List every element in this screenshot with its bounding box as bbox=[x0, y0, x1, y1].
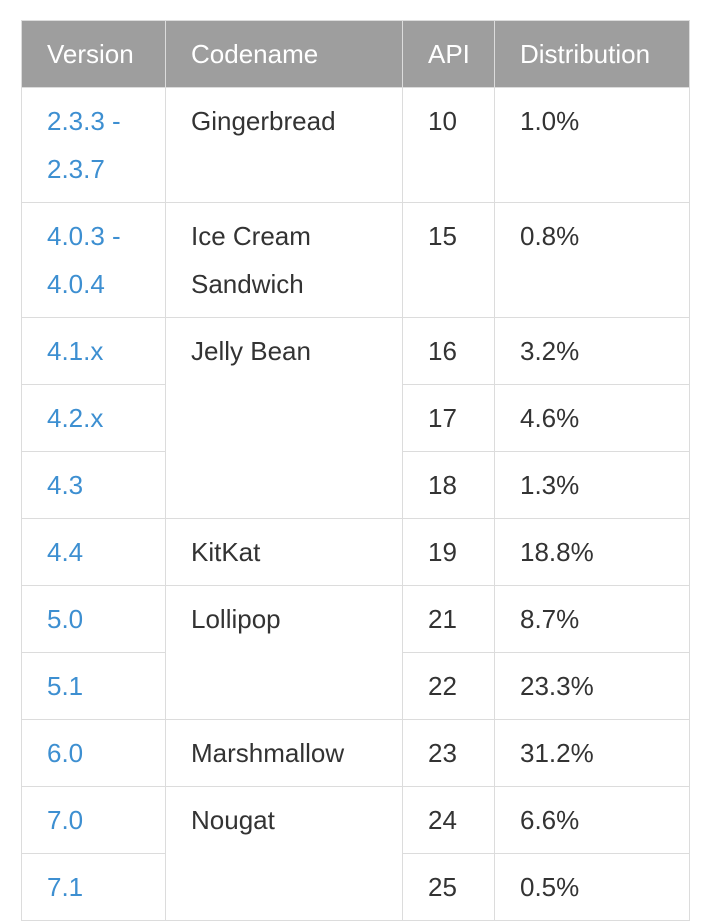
api-cell: 24 bbox=[402, 786, 495, 854]
version-link[interactable]: 4.2.x bbox=[21, 384, 166, 452]
distribution-cell: 3.2% bbox=[494, 317, 690, 385]
distribution-cell: 23.3% bbox=[494, 652, 690, 720]
android-distribution-table: Version Codename API Distribution 2.3.3 … bbox=[21, 20, 690, 921]
distribution-cell: 18.8% bbox=[494, 518, 690, 586]
table-row: 5.0 Lollipop 21 8.7% bbox=[21, 585, 690, 720]
version-link[interactable]: 7.1 bbox=[21, 853, 166, 921]
table-row: 7.0 Nougat 24 6.6% bbox=[21, 786, 690, 921]
column-header-codename: Codename bbox=[165, 20, 403, 88]
table-row: 7.1 25 0.5% bbox=[21, 853, 690, 921]
version-link[interactable]: 7.0 bbox=[21, 786, 166, 854]
codename-line: Lollipop bbox=[191, 604, 281, 634]
api-cell: 25 bbox=[402, 853, 495, 921]
version-link[interactable]: 4.1.x bbox=[21, 317, 166, 385]
codename-cell: Lollipop bbox=[165, 585, 403, 720]
version-line: 2.3.7 bbox=[47, 154, 105, 184]
api-cell: 19 bbox=[402, 518, 495, 586]
distribution-cell: 1.0% bbox=[494, 87, 690, 203]
header-row: Version Codename API Distribution bbox=[21, 20, 690, 88]
distribution-cell: 0.8% bbox=[494, 202, 690, 318]
codename-line: Gingerbread bbox=[191, 106, 336, 136]
table-row: 4.2.x 17 4.6% bbox=[21, 384, 690, 452]
api-cell: 15 bbox=[402, 202, 495, 318]
table-row: 2.3.3 - 2.3.7 Gingerbread 10 1.0% bbox=[21, 87, 690, 203]
distribution-cell: 31.2% bbox=[494, 719, 690, 787]
distribution-cell: 6.6% bbox=[494, 786, 690, 854]
table-row: 4.0.3 - 4.0.4 Ice Cream Sandwich 15 0.8% bbox=[21, 202, 690, 318]
column-header-version: Version bbox=[21, 20, 166, 88]
version-link[interactable]: 4.0.3 - 4.0.4 bbox=[21, 202, 166, 318]
version-link[interactable]: 4.3 bbox=[21, 451, 166, 519]
distribution-cell: 8.7% bbox=[494, 585, 690, 653]
codename-cell: Jelly Bean bbox=[165, 317, 403, 519]
api-cell: 10 bbox=[402, 87, 495, 203]
codename-cell: Ice Cream Sandwich bbox=[165, 202, 403, 318]
version-line: 4.0.3 - bbox=[47, 221, 121, 251]
version-link[interactable]: 5.1 bbox=[21, 652, 166, 720]
column-header-distribution: Distribution bbox=[494, 20, 690, 88]
api-cell: 22 bbox=[402, 652, 495, 720]
distribution-cell: 0.5% bbox=[494, 853, 690, 921]
column-header-api: API bbox=[402, 20, 495, 88]
table-row: 6.0 Marshmallow 23 31.2% bbox=[21, 719, 690, 787]
api-cell: 21 bbox=[402, 585, 495, 653]
version-link[interactable]: 6.0 bbox=[21, 719, 166, 787]
distribution-cell: 1.3% bbox=[494, 451, 690, 519]
codename-line: Sandwich bbox=[191, 269, 304, 299]
api-cell: 18 bbox=[402, 451, 495, 519]
version-link[interactable]: 5.0 bbox=[21, 585, 166, 653]
version-line: 2.3.3 - bbox=[47, 106, 121, 136]
codename-line: KitKat bbox=[191, 537, 261, 567]
version-line: 4.0.4 bbox=[47, 269, 105, 299]
codename-cell: Marshmallow bbox=[165, 719, 403, 787]
version-link[interactable]: 2.3.3 - 2.3.7 bbox=[21, 87, 166, 203]
codename-cell: Nougat bbox=[165, 786, 403, 921]
version-link[interactable]: 4.4 bbox=[21, 518, 166, 586]
api-cell: 17 bbox=[402, 384, 495, 452]
table-row: 4.4 KitKat 19 18.8% bbox=[21, 518, 690, 586]
codename-line: Ice Cream bbox=[191, 221, 311, 251]
codename-cell: Gingerbread bbox=[165, 87, 403, 203]
codename-cell: KitKat bbox=[165, 518, 403, 586]
codename-line: Nougat bbox=[191, 805, 275, 835]
api-cell: 23 bbox=[402, 719, 495, 787]
codename-line: Jelly Bean bbox=[191, 336, 311, 366]
table-row: 4.1.x Jelly Bean 16 3.2% bbox=[21, 317, 690, 519]
api-cell: 16 bbox=[402, 317, 495, 385]
distribution-cell: 4.6% bbox=[494, 384, 690, 452]
codename-line: Marshmallow bbox=[191, 738, 345, 768]
